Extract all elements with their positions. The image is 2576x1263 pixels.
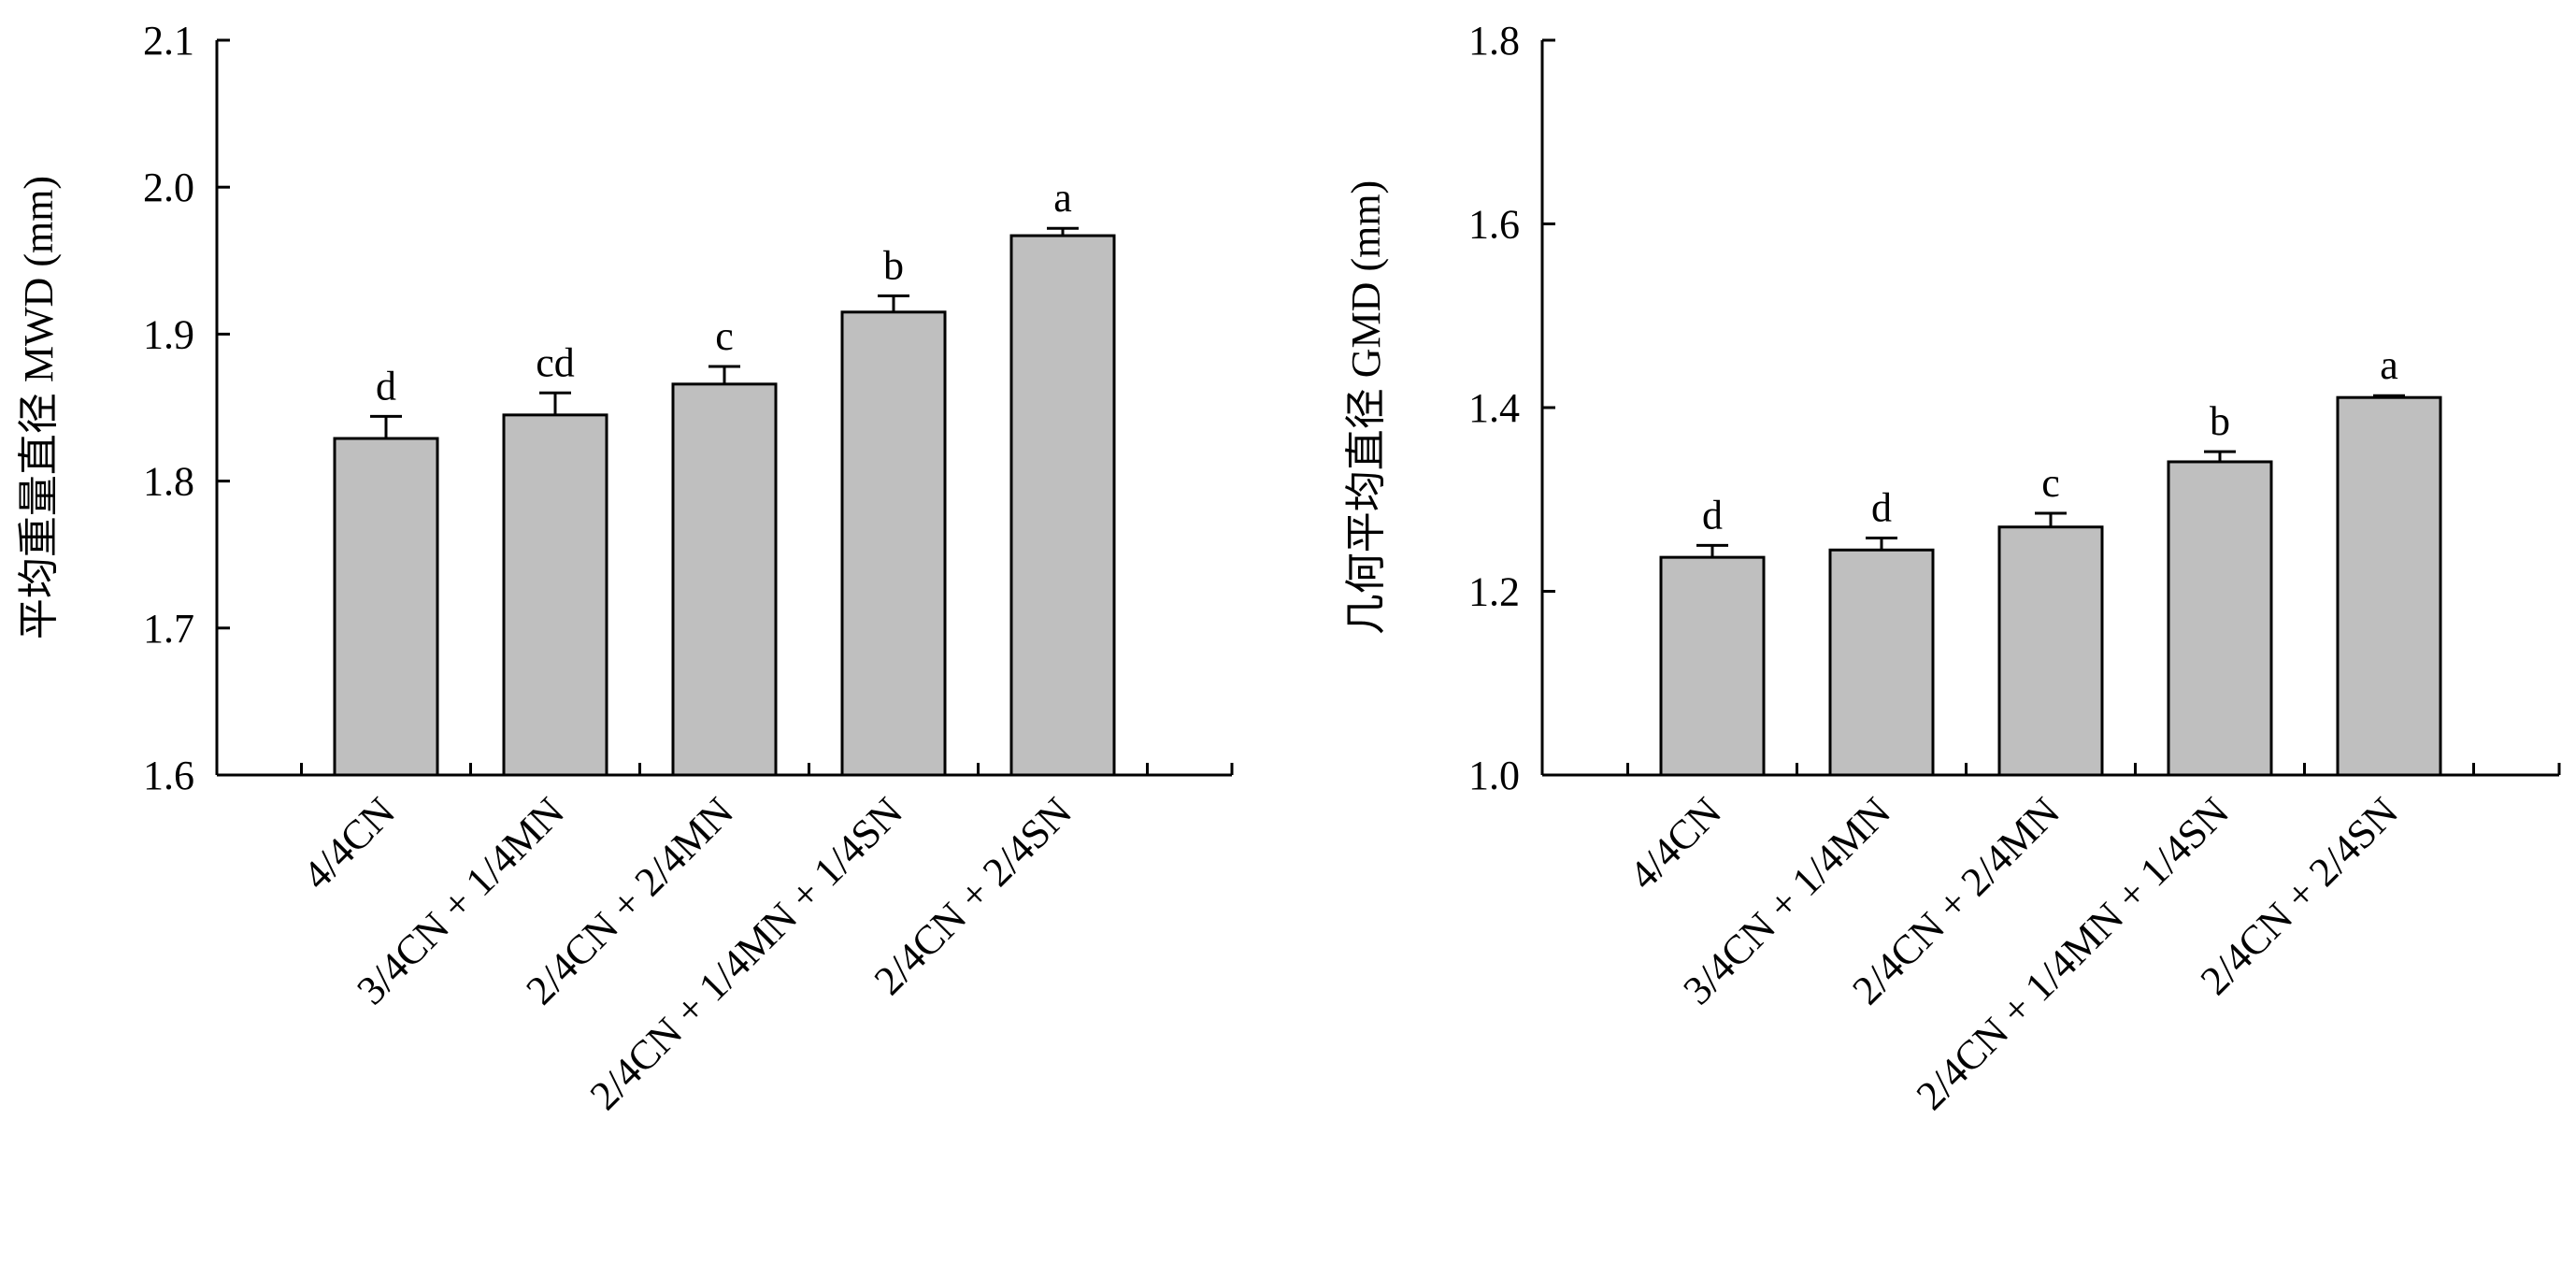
y-axis-label: 几何平均直径 GMD (mm) [1343,180,1389,635]
y-tick-label: 1.7 [143,606,194,652]
significance-label: b [883,243,904,289]
significance-label: d [376,363,396,409]
bar [2167,460,2273,777]
bar [840,310,947,777]
significance-label: c [715,313,734,359]
significance-label: c [2041,460,2060,506]
x-tick-label: 4/4CN [1620,788,1730,898]
y-tick-label: 1.4 [1468,385,1520,431]
y-tick-label: 1.6 [143,753,194,798]
bar [1659,555,1766,777]
x-tick-label: 2/4CN + 1/4MN + 1/4SN [581,788,911,1118]
y-tick-label: 1.8 [143,459,194,505]
significance-label: a [2380,342,2398,388]
bar [671,382,778,777]
significance-label: d [1702,492,1723,538]
significance-label: a [1053,175,1072,221]
significance-label: cd [536,339,575,385]
y-tick-label: 1.6 [1468,202,1520,248]
x-tick-label: 4/4CN [293,788,404,898]
x-tick-label: 2/4CN + 1/4MN + 1/4SN [1908,788,2238,1118]
significance-label: d [1871,485,1892,531]
y-tick-label: 1.0 [1468,753,1520,798]
bar [1009,234,1116,777]
y-tick-label: 2.1 [143,18,194,64]
bar [333,437,439,777]
bar [2336,395,2442,777]
bar [1997,525,2104,777]
chart-panel-1: 1.6 1.7 1.8 1.9 2.0 2.1 平均重量直径 MWD (mm) d 4/4CN c… [16,18,1234,1119]
y-tick-label: 1.2 [1468,569,1520,615]
bar [1828,548,1935,777]
y-tick-label: 1.8 [1468,18,1520,64]
y-tick-label: 1.9 [143,311,194,357]
significance-label: b [2210,398,2230,444]
y-axis-label: 平均重量直径 MWD (mm) [16,176,62,639]
bar [502,413,608,777]
y-tick-label: 2.0 [143,165,194,210]
